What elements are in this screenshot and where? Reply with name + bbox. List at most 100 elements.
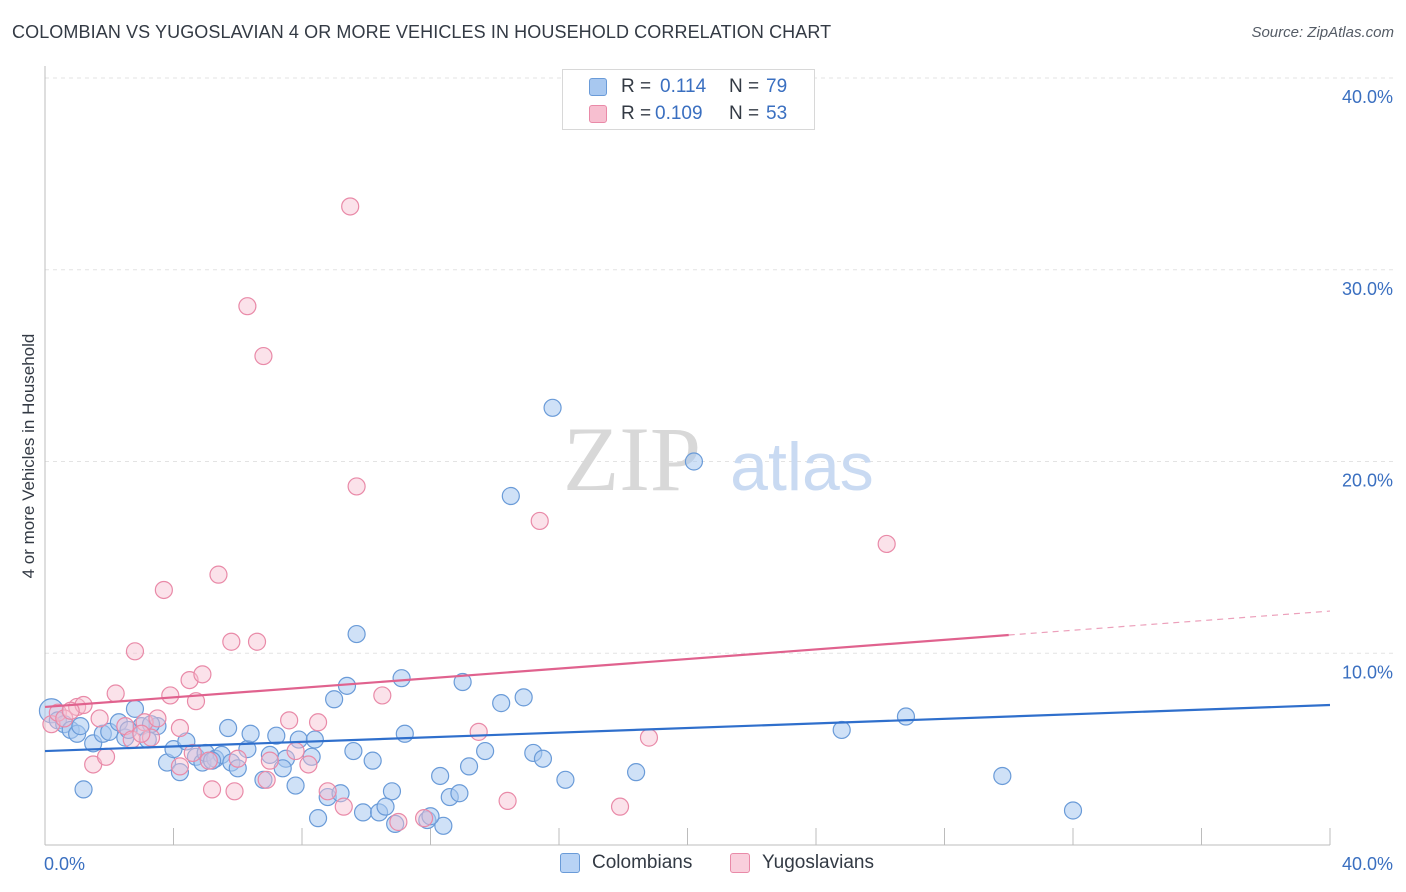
y-tick-label: 10.0% <box>1342 662 1393 682</box>
point-colombians <box>501 486 520 506</box>
trend-yugoslavians <box>44 633 1009 709</box>
data-points <box>38 197 1083 835</box>
point-yugoslavians <box>154 580 173 600</box>
chart-title: COLOMBIAN VS YUGOSLAVIAN 4 OR MORE VEHIC… <box>12 22 832 42</box>
point-yugoslavians <box>280 711 299 730</box>
point-colombians <box>896 707 916 726</box>
point-colombians <box>476 741 495 761</box>
point-colombians <box>684 452 704 471</box>
legend-swatch-colombians <box>560 853 580 873</box>
point-yugoslavians <box>341 197 360 216</box>
point-colombians <box>434 816 453 835</box>
point-colombians <box>453 672 472 692</box>
point-colombians <box>1063 801 1083 820</box>
point-colombians <box>325 690 344 709</box>
point-yugoslavians <box>183 743 202 763</box>
point-yugoslavians <box>141 728 161 747</box>
point-yugoslavians <box>610 797 630 816</box>
point-colombians <box>353 803 373 822</box>
point-colombians <box>241 724 260 743</box>
point-yugoslavians <box>90 709 109 728</box>
point-yugoslavians <box>238 297 257 316</box>
point-colombians <box>308 809 328 828</box>
watermark-zip: ZIP <box>563 408 701 510</box>
legend-n-value: 79 <box>766 76 788 97</box>
legend-r-value: 0.114 <box>660 76 707 97</box>
point-colombians <box>459 757 479 776</box>
watermark: ZIP atlas <box>563 408 874 510</box>
point-colombians <box>431 766 450 786</box>
point-yugoslavians <box>202 780 222 799</box>
point-yugoslavians <box>125 642 145 661</box>
point-yugoslavians <box>106 684 125 703</box>
trend-colombians <box>44 703 1331 753</box>
trend-lines <box>44 610 1331 753</box>
point-colombians <box>74 780 93 799</box>
point-colombians <box>421 807 440 826</box>
point-yugoslavians <box>334 797 353 816</box>
point-yugoslavians <box>347 477 366 496</box>
y-tick-label: 40.0% <box>1342 87 1393 107</box>
point-colombians <box>71 717 90 736</box>
point-yugoslavians <box>209 565 228 584</box>
legend-n-label: N = <box>729 103 760 124</box>
x-tick-label: 40.0% <box>1342 854 1393 874</box>
legend-r-label: R = <box>621 103 652 124</box>
point-colombians <box>626 763 646 782</box>
point-colombians <box>514 688 533 707</box>
point-yugoslavians <box>225 782 244 801</box>
tick-labels: 10.0% 20.0% 30.0% 40.0% 0.0% 40.0% <box>44 87 1393 874</box>
legend-n-value: 53 <box>766 103 788 124</box>
point-colombians <box>832 720 851 740</box>
point-yugoslavians <box>161 686 180 705</box>
point-yugoslavians <box>299 755 318 774</box>
y-tick-label: 20.0% <box>1342 471 1393 491</box>
point-yugoslavians <box>498 791 517 810</box>
point-yugoslavians <box>148 709 167 728</box>
point-colombians <box>450 784 469 803</box>
point-colombians <box>170 763 190 782</box>
point-yugoslavians <box>247 632 267 651</box>
point-yugoslavians <box>61 701 80 720</box>
point-yugoslavians <box>530 511 549 531</box>
point-yugoslavians <box>373 686 392 705</box>
point-colombians <box>305 730 324 749</box>
correlation-legend: R = 0.114 N = 79 R = 0.109 N = 53 <box>562 69 815 130</box>
point-yugoslavians <box>199 751 218 770</box>
point-colombians <box>219 718 238 738</box>
point-colombians <box>543 398 562 417</box>
y-tick-label: 30.0% <box>1342 279 1393 299</box>
watermark-atlas: atlas <box>730 429 874 505</box>
point-yugoslavians <box>193 665 212 684</box>
point-yugoslavians <box>877 534 896 554</box>
point-colombians <box>228 759 247 778</box>
point-yugoslavians <box>389 812 408 832</box>
point-colombians <box>286 776 305 795</box>
point-colombians <box>395 724 414 743</box>
x-tick-label: 0.0% <box>44 854 85 874</box>
point-yugoslavians <box>414 809 434 828</box>
legend-label-yugoslavians: Yugoslavians <box>762 852 874 873</box>
point-yugoslavians <box>308 713 328 732</box>
legend-swatch-colombians <box>589 78 607 96</box>
point-yugoslavians <box>318 782 337 801</box>
y-axis-title: 4 or more Vehicles in Household <box>19 334 38 579</box>
point-colombians <box>382 782 402 801</box>
point-yugoslavians <box>254 346 273 366</box>
point-colombians <box>267 726 286 745</box>
grid-lines <box>45 77 1395 654</box>
point-yugoslavians <box>286 741 305 761</box>
point-yugoslavians <box>257 770 276 789</box>
point-colombians <box>492 694 511 713</box>
point-yugoslavians <box>96 747 116 766</box>
legend-label-colombians: Colombians <box>592 852 693 873</box>
legend-r-label: R = <box>621 76 652 97</box>
point-yugoslavians <box>170 718 190 738</box>
point-colombians <box>344 741 363 761</box>
point-colombians <box>993 766 1012 786</box>
point-colombians <box>347 624 366 644</box>
point-yugoslavians <box>260 751 279 770</box>
legend-swatch-yugoslavians <box>589 105 607 123</box>
point-yugoslavians <box>639 728 659 747</box>
